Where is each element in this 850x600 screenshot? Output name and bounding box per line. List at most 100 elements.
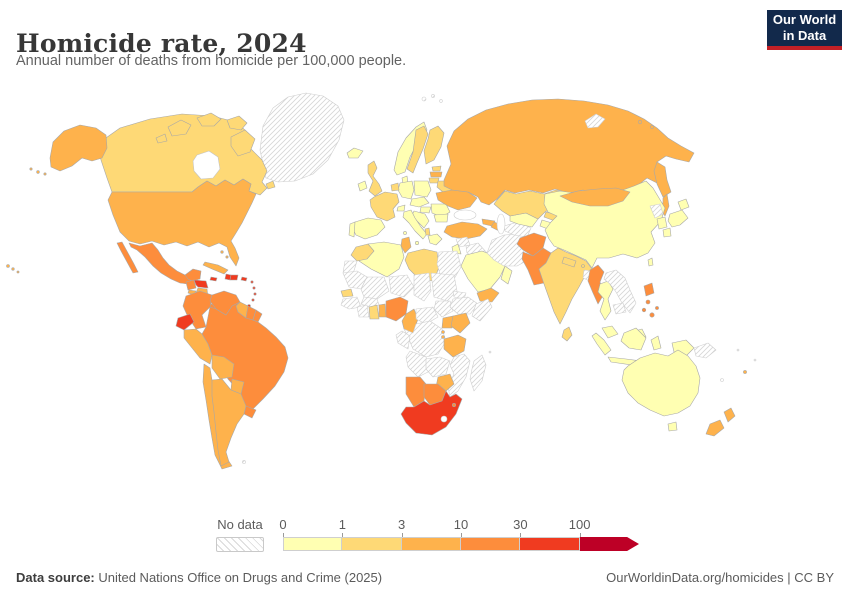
legend-bin-10-30[interactable] (461, 537, 521, 551)
country-oman[interactable] (500, 265, 513, 285)
country-nz-north-island[interactable] (723, 407, 736, 423)
country-indonesia-borneo[interactable] (620, 327, 647, 351)
country-hungary[interactable] (419, 206, 432, 214)
country-lesser-antilles[interactable] (251, 298, 255, 302)
country-mexico[interactable] (128, 242, 193, 285)
country-gabon-congo[interactable] (395, 330, 411, 350)
country-bolivia[interactable] (211, 354, 235, 380)
country-uk[interactable] (367, 160, 383, 197)
country-indonesia-sumatra[interactable] (591, 332, 612, 356)
country-new-caledonia[interactable] (720, 378, 724, 382)
country-tunisia[interactable] (400, 236, 412, 254)
country-burundi[interactable] (441, 335, 445, 339)
legend-bin-0-1[interactable] (283, 537, 343, 551)
country-ireland[interactable] (357, 180, 368, 192)
svalbard[interactable] (431, 94, 435, 98)
country-lesser-antilles[interactable] (252, 286, 256, 290)
country-dominican-republic[interactable] (229, 274, 239, 281)
country-russia-island[interactable] (650, 125, 654, 129)
country-australia-tasmania[interactable] (667, 421, 678, 432)
country-zambia[interactable] (425, 356, 451, 378)
country-japan-kyushu[interactable] (662, 227, 672, 238)
country-usa-alaska[interactable] (49, 124, 108, 172)
country-sweden[interactable] (406, 125, 429, 174)
country-lesser-antilles[interactable] (250, 280, 254, 284)
country-mozambique[interactable] (447, 353, 471, 398)
country-usa-hawaii[interactable] (11, 267, 15, 271)
country-italy-sicily[interactable] (414, 241, 419, 246)
country-iceland[interactable] (346, 147, 364, 159)
country-vietnam-laos[interactable] (603, 269, 637, 314)
country-germany[interactable] (397, 180, 415, 200)
country-argentina[interactable] (211, 378, 247, 467)
country-albania[interactable] (424, 227, 431, 236)
country-philippines[interactable] (641, 307, 647, 313)
country-greenland[interactable] (259, 92, 345, 183)
country-togo-benin[interactable] (378, 303, 387, 318)
country-somalia[interactable] (471, 298, 493, 322)
country-ivory-coast[interactable] (356, 304, 370, 318)
country-car[interactable] (415, 306, 439, 325)
country-portugal[interactable] (348, 221, 356, 238)
country-lesser-antilles[interactable] (253, 292, 257, 296)
country-russia-kamchatka[interactable] (653, 161, 672, 198)
country-italy[interactable] (402, 209, 428, 240)
country-guyana[interactable] (235, 301, 249, 319)
country-greece[interactable] (427, 233, 443, 246)
country-kenya[interactable] (450, 312, 471, 334)
country-honduras[interactable] (193, 279, 209, 289)
country-nz-south-island[interactable] (705, 419, 725, 437)
country-mexico-baja[interactable] (116, 241, 139, 274)
country-australia[interactable] (621, 349, 701, 417)
country-estonia[interactable] (431, 165, 442, 172)
country-france[interactable] (369, 191, 400, 222)
svalbard[interactable] (421, 96, 427, 102)
country-south-sudan[interactable] (433, 300, 454, 318)
country-south-korea[interactable] (656, 216, 668, 230)
country-nepal[interactable] (561, 256, 577, 268)
country-usa[interactable] (107, 178, 257, 267)
owid-logo[interactable]: Our World in Data (767, 10, 842, 50)
country-cambodia[interactable] (612, 302, 627, 315)
country-bhutan[interactable] (581, 264, 585, 268)
country-sudan[interactable] (430, 272, 458, 302)
country-canada-island[interactable] (226, 115, 248, 131)
country-puerto-rico[interactable] (240, 276, 248, 282)
country-spain[interactable] (351, 217, 386, 240)
country-uganda[interactable] (441, 315, 454, 329)
country-india[interactable] (538, 247, 593, 325)
country-cuba[interactable] (202, 261, 229, 275)
country-mexico-yucatan[interactable] (184, 268, 202, 282)
country-peru[interactable] (183, 328, 213, 365)
country-yemen[interactable] (476, 287, 500, 303)
legend-bin-3-10[interactable] (401, 537, 461, 551)
country-usa-hawaii[interactable] (16, 270, 20, 274)
country-canada-newfoundland[interactable] (265, 180, 276, 190)
country-jamaica[interactable] (209, 276, 218, 282)
country-usa-aleutians[interactable] (43, 172, 47, 176)
country-png[interactable] (693, 342, 717, 359)
country-usa-aleutians[interactable] (29, 167, 33, 171)
country-bahamas[interactable] (220, 250, 224, 254)
country-madagascar[interactable] (469, 354, 487, 392)
country-latvia[interactable] (429, 171, 443, 178)
country-indonesia-sulawesi[interactable] (650, 335, 662, 351)
country-bulgaria[interactable] (433, 213, 449, 223)
country-guinea-region[interactable] (340, 296, 362, 310)
country-ghana[interactable] (368, 304, 380, 320)
country-sri-lanka[interactable] (561, 326, 573, 342)
country-canada-island[interactable] (155, 133, 168, 144)
country-philippines[interactable] (655, 306, 659, 310)
country-ethiopia[interactable] (449, 296, 479, 315)
country-north-korea[interactable] (649, 203, 664, 219)
country-italy-sardinia[interactable] (403, 231, 407, 235)
country-tanzania[interactable] (443, 334, 467, 358)
country-lesotho[interactable] (440, 415, 448, 423)
country-ecuador[interactable] (175, 313, 195, 331)
credit-link[interactable]: OurWorldinData.org/homicides | CC BY (606, 570, 834, 585)
country-philippines[interactable] (649, 312, 655, 318)
country-finland[interactable] (423, 125, 445, 165)
country-niger[interactable] (388, 274, 415, 298)
novaya-zemlya[interactable] (584, 113, 606, 129)
country-russia[interactable] (443, 98, 695, 206)
